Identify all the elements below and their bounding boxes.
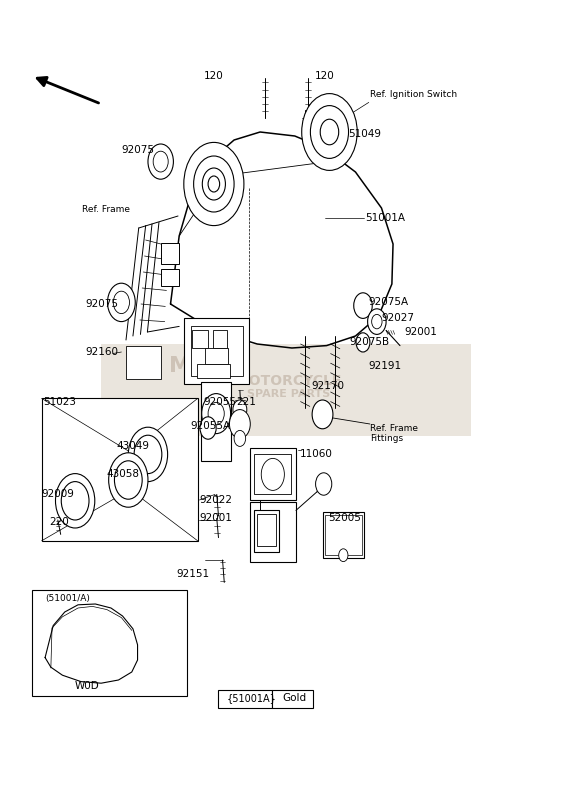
- Circle shape: [320, 119, 339, 145]
- Bar: [42, 398, 198, 541]
- Text: {51001A}: {51001A}: [227, 693, 276, 702]
- Text: 92075: 92075: [86, 299, 118, 309]
- Circle shape: [316, 473, 332, 495]
- Circle shape: [368, 309, 386, 334]
- Text: 52005: 52005: [328, 514, 361, 523]
- Text: 92055A: 92055A: [191, 421, 231, 430]
- Text: W0D: W0D: [75, 682, 99, 691]
- Bar: [272, 690, 313, 708]
- Text: 92170: 92170: [311, 382, 344, 391]
- Circle shape: [153, 151, 168, 172]
- Text: MSP: MSP: [169, 357, 224, 376]
- Bar: [254, 454, 291, 494]
- Circle shape: [234, 430, 246, 446]
- Text: 92075A: 92075A: [369, 298, 409, 307]
- Text: 92075: 92075: [121, 146, 154, 155]
- Bar: [218, 690, 272, 708]
- Text: 92191: 92191: [369, 362, 402, 371]
- Bar: [161, 243, 179, 264]
- Bar: [250, 502, 296, 562]
- Bar: [254, 510, 279, 552]
- Circle shape: [114, 461, 142, 499]
- Text: Gold: Gold: [282, 693, 306, 702]
- Circle shape: [148, 144, 173, 179]
- Circle shape: [229, 410, 250, 438]
- Text: 51001A: 51001A: [365, 213, 405, 222]
- Bar: [205, 348, 228, 364]
- Text: 43049: 43049: [117, 442, 150, 451]
- Circle shape: [134, 435, 162, 474]
- Circle shape: [55, 474, 95, 528]
- Circle shape: [200, 417, 216, 439]
- Text: 221: 221: [236, 397, 255, 406]
- Circle shape: [109, 453, 148, 507]
- Bar: [191, 326, 243, 376]
- Text: MOTORCYCLE: MOTORCYCLE: [236, 374, 342, 388]
- Circle shape: [194, 156, 234, 212]
- Bar: [32, 590, 187, 696]
- Text: 92009: 92009: [42, 490, 75, 499]
- Bar: [250, 448, 296, 500]
- Text: 92160: 92160: [86, 347, 118, 357]
- Circle shape: [202, 394, 231, 434]
- Circle shape: [354, 293, 372, 318]
- Text: 220: 220: [49, 517, 69, 526]
- Circle shape: [310, 106, 349, 158]
- Bar: [325, 515, 362, 555]
- Bar: [161, 269, 179, 286]
- Text: Ref. Frame
Fittings: Ref. Frame Fittings: [370, 424, 418, 443]
- Bar: [257, 514, 276, 546]
- Text: 92001: 92001: [405, 327, 438, 337]
- Text: 92001: 92001: [199, 514, 232, 523]
- Bar: [201, 382, 231, 461]
- Text: Ref. Frame: Ref. Frame: [82, 205, 130, 214]
- Circle shape: [302, 94, 357, 170]
- Text: 51023: 51023: [43, 397, 76, 406]
- Text: 11060: 11060: [299, 450, 332, 459]
- Circle shape: [202, 168, 225, 200]
- Circle shape: [128, 427, 168, 482]
- Circle shape: [61, 482, 89, 520]
- Text: 92022: 92022: [199, 495, 232, 505]
- Circle shape: [113, 291, 129, 314]
- Text: Ref. Ignition Switch: Ref. Ignition Switch: [370, 90, 457, 99]
- Text: 92151: 92151: [176, 570, 209, 579]
- Circle shape: [356, 333, 370, 352]
- Circle shape: [312, 400, 333, 429]
- Text: 92055: 92055: [203, 397, 236, 406]
- Bar: [192, 330, 208, 348]
- Text: 43058: 43058: [107, 469, 140, 478]
- Text: 92075B: 92075B: [350, 338, 390, 347]
- Bar: [126, 346, 161, 379]
- Bar: [197, 364, 230, 378]
- Text: 120: 120: [204, 71, 224, 81]
- Circle shape: [261, 458, 284, 490]
- Bar: [323, 512, 364, 558]
- Text: (51001/A): (51001/A): [45, 594, 90, 603]
- Bar: [184, 318, 249, 384]
- Bar: [320, 478, 327, 486]
- Bar: [101, 344, 471, 436]
- Circle shape: [208, 176, 220, 192]
- Text: 92027: 92027: [381, 314, 414, 323]
- Text: 51049: 51049: [349, 130, 381, 139]
- Circle shape: [108, 283, 135, 322]
- Bar: [213, 330, 227, 348]
- Circle shape: [208, 402, 224, 425]
- Text: 120: 120: [315, 71, 335, 81]
- Circle shape: [339, 549, 348, 562]
- Circle shape: [372, 314, 382, 329]
- Text: SPARE PARTS: SPARE PARTS: [247, 389, 331, 398]
- Circle shape: [184, 142, 244, 226]
- Circle shape: [233, 400, 247, 419]
